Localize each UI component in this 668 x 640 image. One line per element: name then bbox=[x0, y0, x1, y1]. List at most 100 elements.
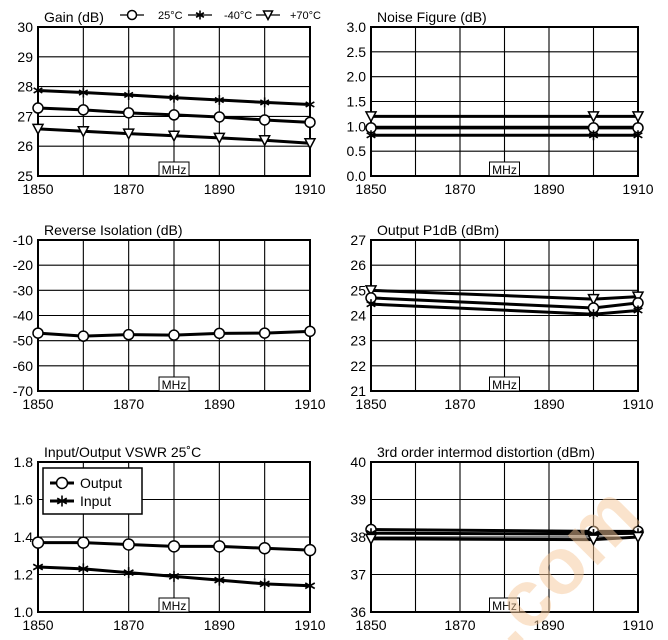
marker-circle bbox=[168, 109, 180, 121]
marker-star bbox=[304, 580, 316, 592]
y-tick-label: 27 bbox=[350, 232, 366, 248]
legend-label: Input bbox=[80, 493, 111, 509]
unit-box bbox=[158, 597, 190, 613]
y-tick-label: 1.6 bbox=[14, 492, 34, 508]
x-tick-label: 1910 bbox=[622, 181, 653, 197]
legend-item: Output bbox=[50, 475, 122, 491]
marker-triangle bbox=[587, 111, 600, 124]
marker-star bbox=[214, 574, 225, 586]
marker-star bbox=[123, 567, 134, 579]
x-unit-label: MHz bbox=[492, 378, 517, 392]
marker-circle bbox=[303, 543, 317, 557]
marker-circle bbox=[31, 536, 45, 549]
y-tick-label: 25 bbox=[17, 168, 33, 184]
chart-title: 3rd order intermod distortion (dBm) bbox=[377, 444, 595, 460]
marker-triangle bbox=[167, 130, 181, 143]
y-tick-label: 0.5 bbox=[347, 143, 367, 159]
y-tick-label: 26 bbox=[350, 257, 366, 273]
marker-star bbox=[56, 495, 68, 507]
legend-item: +70°C bbox=[256, 10, 321, 22]
chart-title: Output P1dB (dBm) bbox=[377, 222, 499, 238]
series-line bbox=[366, 299, 643, 320]
chart-panel-3: -70 -60 -50 -40 -30 -20 -10 1850 1870 1890 1910 Rev… bbox=[13, 222, 326, 412]
y-tick-label: 1.4 bbox=[14, 529, 34, 545]
legend-box bbox=[42, 467, 143, 515]
y-tick-label: 0.0 bbox=[347, 168, 367, 184]
y-tick-label: 29 bbox=[17, 49, 33, 65]
x-tick-label: 1910 bbox=[294, 617, 325, 633]
marker-triangle bbox=[364, 533, 378, 546]
y-tick-label: 25 bbox=[350, 282, 366, 298]
series-line bbox=[364, 111, 645, 124]
marker-circle bbox=[167, 540, 181, 553]
y-tick-label: 27 bbox=[17, 108, 33, 124]
legend-item: 25°C bbox=[120, 9, 183, 22]
series-line bbox=[31, 536, 317, 557]
x-tick-label: 1890 bbox=[204, 396, 235, 412]
marker-star bbox=[588, 130, 599, 141]
marker-triangle bbox=[364, 285, 378, 297]
legend-label: +70°C bbox=[290, 10, 321, 22]
marker-star bbox=[259, 97, 270, 108]
unit-box bbox=[158, 376, 190, 392]
chart-title: Input/Output VSWR 25˚C bbox=[44, 444, 201, 460]
marker-triangle bbox=[587, 293, 600, 306]
y-tick-label: 21 bbox=[350, 383, 366, 399]
series-line bbox=[32, 102, 316, 129]
x-unit-label: MHz bbox=[162, 378, 187, 392]
chart-title: Noise Figure (dB) bbox=[377, 9, 487, 25]
x-tick-label: 1850 bbox=[22, 181, 53, 197]
marker-circle bbox=[258, 542, 271, 555]
marker-circle bbox=[32, 102, 44, 114]
y-tick-label: 1.0 bbox=[14, 604, 34, 620]
marker-circle bbox=[77, 330, 90, 342]
x-tick-label: 1910 bbox=[294, 181, 325, 197]
marker-circle bbox=[304, 325, 316, 338]
marker-star bbox=[214, 95, 225, 106]
y-tick-label: -20 bbox=[13, 257, 33, 273]
x-unit-label: MHz bbox=[492, 163, 517, 177]
x-unit-label: MHz bbox=[162, 163, 187, 177]
marker-circle bbox=[32, 327, 44, 339]
y-tick-label: 3.0 bbox=[347, 19, 367, 35]
x-unit-label: MHz bbox=[492, 599, 517, 613]
x-tick-label: 1850 bbox=[355, 181, 386, 197]
chart-title: Reverse Isolation (dB) bbox=[44, 222, 183, 238]
marker-triangle bbox=[213, 132, 226, 145]
marker-circle bbox=[77, 536, 90, 549]
marker-star bbox=[33, 85, 43, 96]
legend-label: -40°C bbox=[224, 10, 252, 22]
marker-star bbox=[588, 309, 599, 320]
x-tick-label: 1870 bbox=[113, 617, 144, 633]
legend-item: -40°C bbox=[188, 10, 252, 22]
marker-circle bbox=[77, 104, 90, 116]
x-tick-label: 1850 bbox=[22, 396, 53, 412]
marker-circle bbox=[126, 9, 138, 21]
y-tick-label: 37 bbox=[350, 567, 366, 583]
y-tick-label: 22 bbox=[350, 358, 366, 374]
marker-star bbox=[78, 87, 89, 98]
marker-triangle bbox=[77, 126, 90, 138]
chart-panel-1: 25 26 27 28 29 30 1850 1870 1890 1910 Gain (dB) MHz bbox=[17, 9, 325, 197]
legend-label: 25°C bbox=[158, 10, 183, 22]
marker-circle bbox=[304, 116, 316, 129]
y-tick-label: -40 bbox=[13, 308, 33, 324]
x-tick-label: 1870 bbox=[113, 181, 144, 197]
marker-circle bbox=[122, 538, 135, 551]
marker-circle bbox=[122, 107, 135, 119]
series-line bbox=[31, 123, 317, 150]
marker-triangle bbox=[631, 291, 645, 304]
y-tick-label: 23 bbox=[350, 333, 366, 349]
x-tick-label: 1890 bbox=[533, 181, 564, 197]
y-tick-label: 24 bbox=[350, 308, 366, 324]
marker-triangle bbox=[262, 10, 274, 22]
y-tick-label: 28 bbox=[17, 79, 33, 95]
marker-star bbox=[305, 99, 315, 110]
marker-star bbox=[78, 563, 89, 575]
marker-triangle bbox=[31, 123, 45, 136]
unit-box bbox=[489, 597, 520, 613]
y-tick-label: 38 bbox=[350, 529, 366, 545]
marker-triangle bbox=[364, 111, 378, 124]
marker-star bbox=[259, 578, 270, 590]
chart-panel-2: 0.0 0.5 1.0 1.5 2.0 2.5 3.0 1850 1870 1890 1910 Noi… bbox=[347, 9, 654, 197]
